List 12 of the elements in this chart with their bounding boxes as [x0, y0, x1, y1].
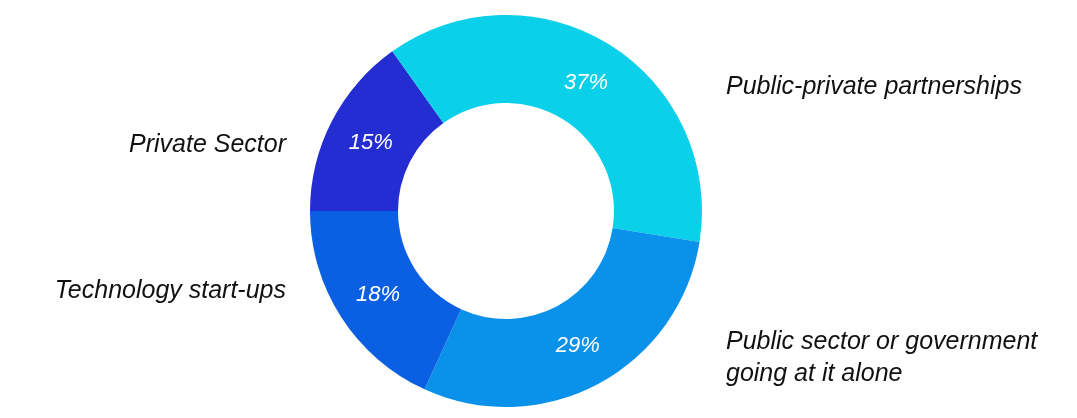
donut-slice — [392, 15, 702, 242]
slice-label: Technology start-ups — [54, 275, 286, 304]
donut-slice — [424, 228, 700, 407]
data-label: 18% — [356, 280, 401, 306]
data-label: 15% — [348, 128, 393, 154]
slice-label: Public sector or government going at it alone — [726, 325, 1039, 386]
data-label: 37% — [564, 69, 609, 95]
donut-slice — [310, 51, 444, 211]
slice-label: Public-private partnerships — [726, 71, 1022, 100]
slice-label: Private Sector — [128, 128, 288, 157]
donut-slice — [310, 211, 462, 390]
data-label: 29% — [554, 332, 600, 358]
